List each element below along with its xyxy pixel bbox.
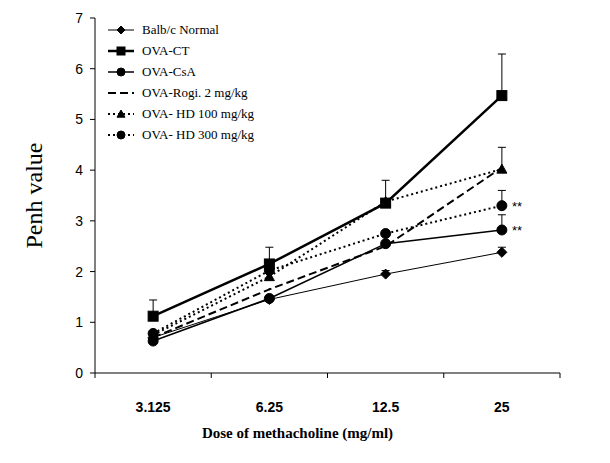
- x-tick-label: 12.5: [372, 399, 399, 415]
- marker: [381, 197, 391, 206]
- error-cap: [382, 180, 390, 181]
- y-tick: [90, 119, 95, 120]
- y-tick-label: 7: [75, 10, 83, 26]
- series: [148, 164, 507, 339]
- marker: [117, 68, 125, 76]
- y-tick-label: 2: [75, 264, 83, 280]
- y-axis-label: Penh value: [21, 143, 47, 249]
- marker: [117, 110, 125, 117]
- y-tick: [90, 322, 95, 323]
- marker: [381, 269, 391, 279]
- x-tick-label: 3.125: [136, 399, 171, 415]
- annotation: **: [512, 199, 522, 214]
- marker: [497, 201, 507, 211]
- marker: [264, 266, 274, 276]
- legend-label: OVA-CT: [142, 43, 189, 58]
- series: [148, 215, 507, 346]
- y-tick-label: 6: [75, 61, 83, 77]
- series: [152, 147, 506, 338]
- marker: [497, 225, 507, 235]
- series-line: [153, 169, 502, 335]
- x-tick-label: 6.25: [256, 399, 283, 415]
- legend: Balb/c Normal OVA-CT OVA-CsA OVA-Rogi. 2 mg…: [108, 22, 255, 142]
- marker: [497, 91, 507, 101]
- y-tick-label: 4: [75, 162, 83, 178]
- y-tick: [90, 373, 95, 374]
- series-line: [153, 168, 502, 338]
- y-tick-label: 3: [75, 213, 83, 229]
- series-line: [153, 252, 502, 337]
- series-line: [153, 206, 502, 334]
- error-bar: [498, 54, 506, 96]
- x-axis-label: Dose of methacholine (mg/ml): [202, 425, 393, 442]
- chart: 0 1 2 3 4 5 6 7 3.125 6.25 12.5 25 Dose of methachol…: [0, 0, 610, 463]
- point: [385, 245, 387, 247]
- y-tick: [90, 18, 95, 19]
- error-cap: [149, 299, 157, 300]
- series: [148, 190, 507, 338]
- y-tick: [90, 68, 95, 69]
- y-tick: [90, 170, 95, 171]
- error-cap: [265, 247, 273, 248]
- series-line: [153, 230, 502, 341]
- x-tick-label: 25: [494, 399, 510, 415]
- legend-label: OVA- HD 100 mg/kg: [142, 106, 255, 121]
- legend-line: [108, 92, 134, 94]
- marker: [381, 229, 391, 239]
- x-tick: [95, 373, 96, 378]
- x-tick: [211, 373, 212, 378]
- legend-label: OVA-CsA: [142, 64, 197, 79]
- marker: [148, 311, 158, 321]
- y-axis: [95, 18, 96, 373]
- marker: [148, 328, 158, 338]
- x-tick: [327, 373, 328, 378]
- y-tick: [90, 220, 95, 221]
- y-tick-label: 5: [75, 111, 83, 127]
- error-cap: [498, 190, 506, 191]
- point: [268, 288, 270, 290]
- legend-label: Balb/c Normal: [142, 22, 219, 37]
- marker: [497, 164, 507, 173]
- y-tick-label: 1: [75, 314, 83, 330]
- marker: [264, 293, 274, 303]
- y-tick-label: 0: [75, 365, 83, 381]
- error-cap: [498, 54, 506, 55]
- x-tick: [443, 373, 444, 378]
- error-cap: [498, 214, 506, 215]
- marker: [117, 47, 125, 55]
- annotation: **: [512, 223, 522, 238]
- error-stem: [501, 54, 502, 96]
- legend-label: OVA- HD 300 mg/kg: [142, 127, 255, 142]
- legend-label: OVA-Rogi. 2 mg/kg: [142, 85, 248, 100]
- marker: [117, 131, 125, 139]
- x-tick: [560, 373, 561, 378]
- y-tick: [90, 271, 95, 272]
- marker: [117, 26, 125, 34]
- marker: [497, 247, 507, 257]
- error-cap: [498, 147, 506, 148]
